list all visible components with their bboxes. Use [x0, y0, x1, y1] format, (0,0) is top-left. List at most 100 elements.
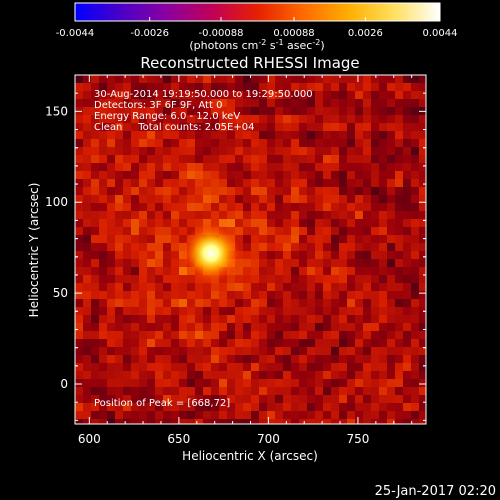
- heatmap-cell: [379, 411, 388, 420]
- heatmap-cell: [123, 411, 132, 420]
- heatmap-cell: [347, 203, 356, 212]
- heatmap-cell: [283, 331, 292, 340]
- heatmap-cell: [107, 131, 116, 140]
- heatmap-cell: [419, 299, 426, 308]
- heatmap-cell: [259, 283, 268, 292]
- heatmap-cell: [163, 107, 172, 116]
- heatmap-cell: [91, 299, 100, 308]
- heatmap-cell: [115, 387, 124, 396]
- heatmap-cell: [227, 403, 236, 412]
- heatmap-cell: [163, 419, 172, 424]
- heatmap-cell: [139, 203, 148, 212]
- heatmap-cell: [275, 123, 284, 132]
- heatmap-cell: [315, 347, 324, 356]
- heatmap-cell: [251, 115, 260, 124]
- heatmap-cell: [75, 187, 84, 196]
- heatmap-cell: [331, 259, 340, 268]
- heatmap-cell: [179, 155, 188, 164]
- heatmap-cell: [179, 315, 188, 324]
- heatmap-cell: [123, 83, 132, 92]
- heatmap-cell: [363, 203, 372, 212]
- heatmap-cell: [379, 115, 388, 124]
- heatmap-cell: [339, 283, 348, 292]
- heatmap-cell: [179, 99, 188, 108]
- heatmap-cell: [387, 123, 396, 132]
- heatmap-cell: [139, 131, 148, 140]
- heatmap-cell: [131, 83, 140, 92]
- heatmap-cell: [331, 347, 340, 356]
- heatmap-cell: [339, 403, 348, 412]
- heatmap-cell: [123, 339, 132, 348]
- heatmap-cell: [91, 171, 100, 180]
- heatmap-cell: [131, 387, 140, 396]
- heatmap-cell: [211, 371, 220, 380]
- heatmap-cell: [139, 403, 148, 412]
- heatmap-cell: [331, 187, 340, 196]
- heatmap-cell: [163, 219, 172, 228]
- heatmap-cell: [347, 163, 356, 172]
- heatmap-cell: [187, 331, 196, 340]
- heatmap-cell: [339, 211, 348, 220]
- heatmap-cell: [363, 347, 372, 356]
- heatmap-cell: [259, 379, 268, 388]
- heatmap-cell: [307, 155, 316, 164]
- heatmap-cell: [187, 155, 196, 164]
- heatmap-cell: [323, 331, 332, 340]
- heatmap-cell: [275, 299, 284, 308]
- heatmap-cell: [379, 363, 388, 372]
- heatmap-cell: [139, 123, 148, 132]
- heatmap-cell: [379, 75, 388, 84]
- heatmap-cell: [163, 379, 172, 388]
- heatmap-cell: [187, 371, 196, 380]
- heatmap-cell: [267, 259, 276, 268]
- heatmap-cell: [419, 323, 426, 332]
- heatmap-cell: [99, 243, 108, 252]
- heatmap-cell: [403, 411, 412, 420]
- heatmap-cell: [371, 123, 380, 132]
- heatmap-cell: [363, 99, 372, 108]
- heatmap-cell: [195, 291, 204, 300]
- heatmap-cell: [363, 219, 372, 228]
- heatmap-cell: [387, 267, 396, 276]
- heatmap-cell: [147, 203, 156, 212]
- heatmap-cell: [227, 131, 236, 140]
- heatmap-cell: [283, 195, 292, 204]
- heatmap-cell: [75, 363, 84, 372]
- heatmap-cell: [131, 291, 140, 300]
- heatmap-cell: [403, 131, 412, 140]
- heatmap-cell: [139, 251, 148, 260]
- heatmap-cell: [283, 147, 292, 156]
- heatmap-cell: [147, 371, 156, 380]
- heatmap-cell: [235, 107, 244, 116]
- heatmap-cell: [83, 187, 92, 196]
- heatmap-cell: [235, 171, 244, 180]
- heatmap-cell: [163, 195, 172, 204]
- heatmap-cell: [99, 363, 108, 372]
- heatmap-cell: [411, 203, 420, 212]
- heatmap-cell: [251, 187, 260, 196]
- heatmap-cell: [107, 283, 116, 292]
- heatmap-cell: [307, 195, 316, 204]
- heatmap-cell: [323, 171, 332, 180]
- heatmap-cell: [267, 379, 276, 388]
- heatmap-cell: [243, 155, 252, 164]
- heatmap-cell: [155, 187, 164, 196]
- heatmap-cell: [315, 91, 324, 100]
- heatmap-cell: [155, 259, 164, 268]
- heatmap-cell: [131, 403, 140, 412]
- heatmap-cell: [355, 411, 364, 420]
- heatmap-cell: [235, 307, 244, 316]
- heatmap-cell: [83, 227, 92, 236]
- heatmap-cell: [203, 131, 212, 140]
- colorbar-tick-label: -0.0044: [56, 28, 95, 39]
- heatmap-cell: [99, 339, 108, 348]
- heatmap-cell: [363, 275, 372, 284]
- heatmap-cell: [355, 171, 364, 180]
- heatmap-cell: [419, 75, 426, 84]
- heatmap-cell: [147, 403, 156, 412]
- heatmap-cell: [219, 379, 228, 388]
- heatmap-cell: [107, 347, 116, 356]
- heatmap-cell: [403, 347, 412, 356]
- heatmap-cell: [339, 363, 348, 372]
- heatmap-cell: [227, 179, 236, 188]
